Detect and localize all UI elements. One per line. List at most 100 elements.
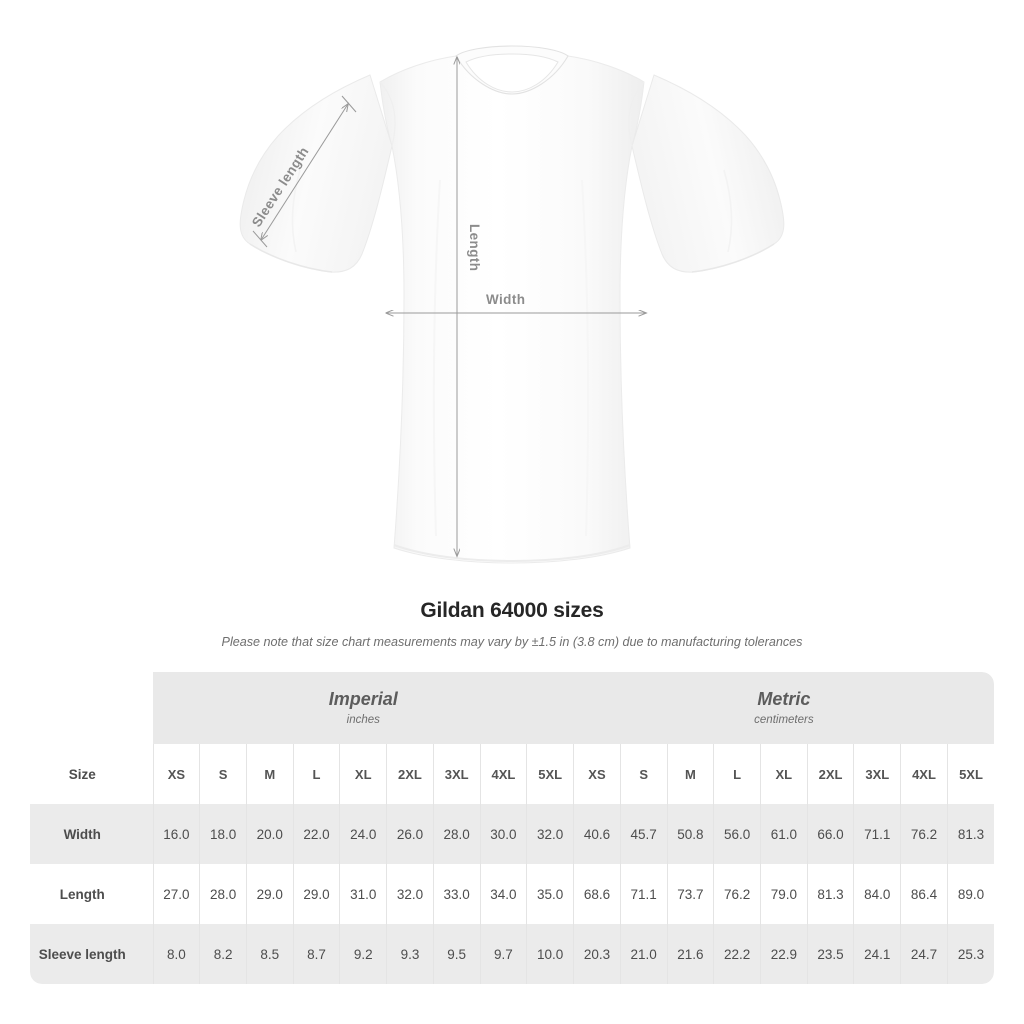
measurement-cell: 8.0 xyxy=(152,924,200,984)
size-header-cell: XS xyxy=(152,744,200,804)
unit-subtitle: centimeters xyxy=(754,714,814,726)
tshirt-diagram: Length Width Sleeve length xyxy=(239,45,785,564)
measurement-cell: 8.7 xyxy=(292,924,340,984)
measurement-cell: 89.0 xyxy=(946,864,995,924)
unit-band-imperial: Imperial inches xyxy=(153,672,574,744)
measurement-cell: 45.7 xyxy=(619,804,668,864)
measurement-cell: 29.0 xyxy=(292,864,340,924)
measurement-cell: 9.3 xyxy=(386,924,434,984)
measurement-cell: 10.0 xyxy=(526,924,574,984)
size-chart-table: Imperial inches Metric centimeters Size XS S M L… xyxy=(30,672,995,984)
measurement-cell: 18.0 xyxy=(199,804,247,864)
size-header-cell: XS xyxy=(573,744,621,804)
measurement-cell: 24.7 xyxy=(900,924,948,984)
measurement-cell: 68.6 xyxy=(573,864,621,924)
measurement-cell: 29.0 xyxy=(245,864,294,924)
row-label: Length xyxy=(30,864,153,924)
row-label: Width xyxy=(30,804,153,864)
measurement-cell: 33.0 xyxy=(432,864,481,924)
size-header-cell: M xyxy=(245,744,294,804)
measurement-cell: 24.0 xyxy=(339,804,387,864)
size-header-cell: 5XL xyxy=(526,744,574,804)
measurement-cell: 22.2 xyxy=(713,924,761,984)
table-row: Width 16.0 18.0 20.0 22.0 24.0 26.0 28.0 30.0 32.… xyxy=(30,804,995,864)
measurement-cell: 32.0 xyxy=(386,864,434,924)
measurement-cell: 34.0 xyxy=(479,864,527,924)
size-header-cell: 4XL xyxy=(900,744,948,804)
measurement-cell: 24.1 xyxy=(853,924,901,984)
sleeve-tick-top xyxy=(341,95,357,113)
measurement-cell: 26.0 xyxy=(386,804,434,864)
measurement-cell: 56.0 xyxy=(713,804,761,864)
measurement-cell: 84.0 xyxy=(853,864,901,924)
measurement-cell: 73.7 xyxy=(666,864,714,924)
width-label: Width xyxy=(486,292,525,307)
unit-band-spacer xyxy=(30,672,153,744)
title-block: Gildan 64000 sizes Please note that size… xyxy=(0,598,1024,651)
measurement-cell: 71.1 xyxy=(619,864,668,924)
length-measure: Length xyxy=(457,57,482,556)
shirt-shape xyxy=(239,45,785,564)
measurement-cell: 8.2 xyxy=(199,924,247,984)
measurement-cell: 20.3 xyxy=(573,924,621,984)
tolerance-note: Please note that size chart measurements… xyxy=(221,635,803,649)
unit-band-metric: Metric centimeters xyxy=(573,672,995,744)
measurement-cell: 23.5 xyxy=(806,924,854,984)
sleeve-tick-bottom xyxy=(252,230,268,248)
measurement-cell: 86.4 xyxy=(900,864,948,924)
measurement-cell: 8.5 xyxy=(245,924,294,984)
unit-name: Metric xyxy=(757,689,811,709)
measurement-cell: 76.2 xyxy=(900,804,948,864)
measurement-cell: 35.0 xyxy=(526,864,574,924)
width-measure: Width xyxy=(386,292,646,313)
row-label-header: Size xyxy=(30,744,153,804)
measurement-cell: 32.0 xyxy=(526,804,574,864)
measurement-cell: 76.2 xyxy=(713,864,761,924)
measurement-cell: 79.0 xyxy=(759,864,808,924)
measurement-cell: 50.8 xyxy=(666,804,714,864)
measurement-cell: 22.0 xyxy=(292,804,340,864)
measurement-cell: 16.0 xyxy=(152,804,200,864)
size-header-row: Size XS S M L XL 2XL 3XL 4XL 5XL XS S M L XL 2XL 3XL 4XL 5… xyxy=(30,744,995,804)
size-header-cell: 4XL xyxy=(479,744,527,804)
table-row: Length 27.0 28.0 29.0 29.0 31.0 32.0 33.0 34.0 35… xyxy=(30,864,995,924)
measurement-cell: 25.3 xyxy=(946,924,995,984)
size-header-cell: 5XL xyxy=(946,744,995,804)
measurement-cell: 9.7 xyxy=(479,924,527,984)
measurement-cell: 22.9 xyxy=(759,924,808,984)
measurement-cell: 21.6 xyxy=(666,924,714,984)
size-header-cell: M xyxy=(666,744,714,804)
unit-subtitle: inches xyxy=(346,714,380,726)
size-header-cell: 3XL xyxy=(432,744,481,804)
row-label: Sleeve length xyxy=(30,924,153,984)
size-header-cell: S xyxy=(199,744,247,804)
length-label: Length xyxy=(467,224,482,271)
size-header-cell: S xyxy=(619,744,668,804)
unit-band-row: Imperial inches Metric centimeters xyxy=(30,672,995,744)
measurement-cell: 21.0 xyxy=(619,924,668,984)
measurement-cell: 9.5 xyxy=(432,924,481,984)
size-header-cell: 3XL xyxy=(853,744,901,804)
size-header-cell: 2XL xyxy=(806,744,854,804)
measurement-cell: 61.0 xyxy=(759,804,808,864)
size-header-cell: 2XL xyxy=(386,744,434,804)
tshirt-illustration: Length Width Sleeve length xyxy=(239,45,785,564)
measurement-cell: 71.1 xyxy=(853,804,901,864)
size-header-cell: XL xyxy=(339,744,387,804)
measurement-cell: 81.3 xyxy=(946,804,995,864)
measurement-cell: 81.3 xyxy=(806,864,854,924)
measurement-cell: 27.0 xyxy=(152,864,200,924)
measurement-cell: 40.6 xyxy=(573,804,621,864)
size-chart-table-wrapper: Imperial inches Metric centimeters Size XS S M L… xyxy=(30,672,995,984)
measurement-cell: 20.0 xyxy=(245,804,294,864)
sleeve-length-arrow xyxy=(261,104,348,240)
table-row: Sleeve length 8.0 8.2 8.5 8.7 9.2 9.3 9.5 9.7 10.… xyxy=(30,924,995,984)
measurement-cell: 30.0 xyxy=(479,804,527,864)
unit-name: Imperial xyxy=(328,689,398,709)
measurement-cell: 9.2 xyxy=(339,924,387,984)
size-header-cell: L xyxy=(713,744,761,804)
page-title: Gildan 64000 sizes xyxy=(420,599,604,622)
size-header-cell: L xyxy=(292,744,340,804)
measurement-cell: 28.0 xyxy=(199,864,247,924)
measurement-cell: 66.0 xyxy=(806,804,854,864)
